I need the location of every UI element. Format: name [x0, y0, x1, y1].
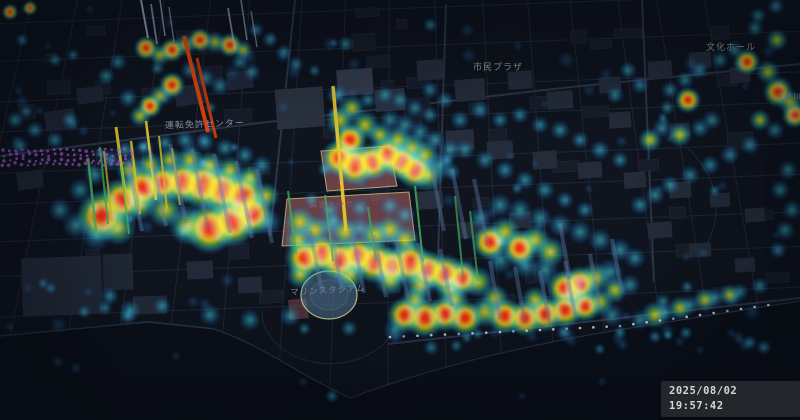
shore-dots-layer [388, 303, 770, 339]
shoreline [0, 300, 800, 399]
svg-text:文化ホール: 文化ホール [706, 41, 756, 53]
svg-text:花見川: 花見川 [776, 91, 800, 101]
rail-dots-layer [0, 147, 134, 168]
heatmap-layer [2, 0, 800, 403]
timestamp-display: 2025/08/02 19:57:42 [661, 381, 800, 417]
sea [0, 301, 800, 420]
svg-text:幕張メッセ: 幕張メッセ [309, 198, 354, 210]
svg-text:マリンスタジアム: マリンスタジアム [290, 284, 366, 298]
bars-layer [86, 0, 624, 327]
svg-text:運転免許センター: 運転免許センター [165, 117, 245, 132]
svg-text:市民プラザ: 市民プラザ [473, 61, 523, 73]
